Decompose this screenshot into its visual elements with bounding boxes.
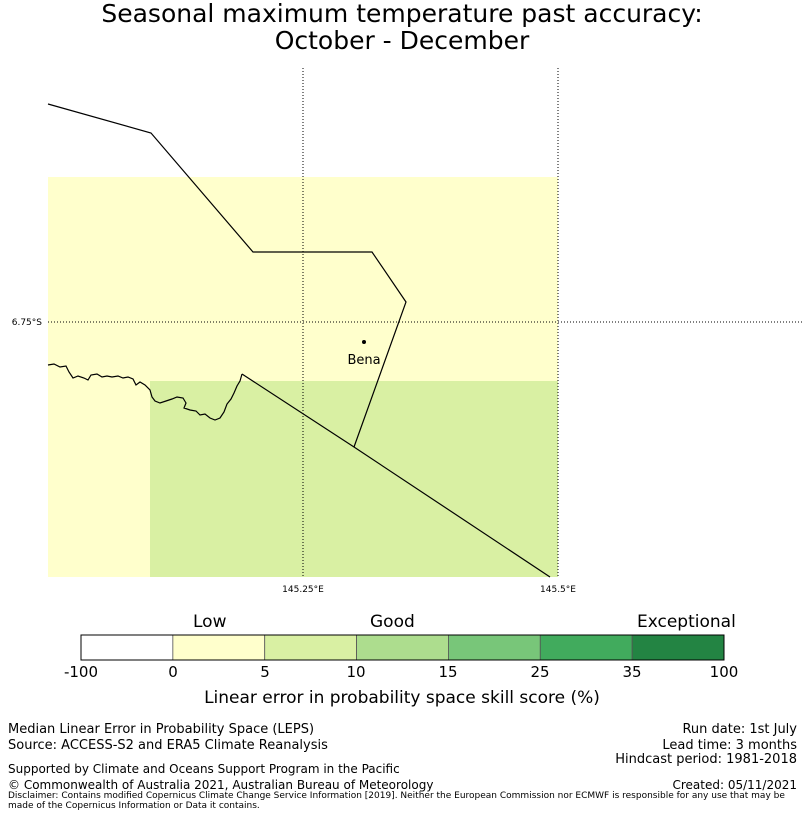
latitude-label: 6.75°S [12, 318, 43, 328]
footer-disclaimer: Disclaimer: Contains modified Copernicus… [8, 791, 785, 811]
footer-copyright: © Commonwealth of Australia 2021, Austra… [8, 778, 434, 792]
colorbar-swatch [448, 634, 541, 661]
colorbar-tick: -100 [63, 663, 99, 681]
colorbar-swatch [80, 634, 174, 661]
colorbar-swatch [356, 634, 449, 661]
colorbar [80, 634, 725, 661]
colorbar-tick: 0 [168, 663, 178, 681]
colorbar-category-low: Low [193, 612, 227, 632]
province-boundary [47, 103, 407, 448]
colorbar-swatch [631, 634, 725, 661]
colorbar-swatch [539, 634, 633, 661]
colorbar-swatch [264, 634, 357, 661]
footer-hindcast: Hindcast period: 1981-2018 [615, 752, 797, 767]
colorbar-tick: 15 [438, 663, 458, 681]
colorbar-tick: 10 [346, 663, 366, 681]
chart-subtitle: October - December [274, 26, 530, 55]
footer-leps: Median Linear Error in Probability Space… [8, 722, 315, 737]
river-line [47, 363, 243, 421]
footer-support: Supported by Climate and Oceans Support … [8, 762, 400, 776]
footer-lead-time: Lead time: 3 months [662, 738, 797, 753]
colorbar-category-good: Good [370, 612, 415, 632]
skill-cell-good [150, 381, 558, 577]
footer-run-date: Run date: 1st July [682, 722, 797, 737]
colorbar-tick: 5 [260, 663, 270, 681]
colorbar-tick: 35 [622, 663, 642, 681]
colorbar-label: Linear error in probability space skill … [204, 688, 600, 708]
colorbar-tick: 100 [709, 663, 739, 681]
skill-cell-low-west [48, 381, 150, 577]
longitude-label-145-5: 145.5°E [540, 585, 576, 595]
bena-label: Bena [347, 353, 380, 368]
chart-title: Seasonal maximum temperature past accura… [101, 0, 703, 28]
colorbar-tick: 25 [530, 663, 550, 681]
colorbar-swatch [172, 634, 266, 661]
colorbar-category-exceptional: Exceptional [637, 612, 736, 632]
colorbar-border [80, 634, 725, 661]
longitude-label-145-25: 145.25°E [282, 585, 324, 595]
footer-source: Source: ACCESS-S2 and ERA5 Climate Reana… [8, 738, 328, 753]
bena-marker [362, 340, 366, 344]
footer-created: Created: 05/11/2021 [672, 778, 797, 792]
province-boundary [241, 373, 551, 578]
